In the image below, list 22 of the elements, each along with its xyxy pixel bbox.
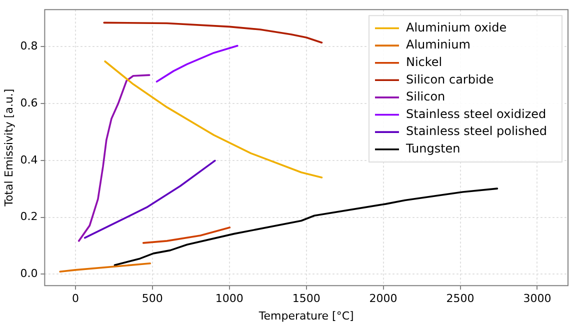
y-axis-title: Total Emissivity [a.u.] bbox=[2, 88, 16, 208]
x-tick-label: 2000 bbox=[369, 292, 398, 306]
legend-label: Silicon carbide bbox=[406, 72, 494, 86]
x-tick-label: 0 bbox=[72, 292, 79, 306]
x-tick-label: 500 bbox=[142, 292, 163, 306]
legend-label: Tungsten bbox=[404, 141, 460, 156]
legend-label: Aluminium oxide bbox=[406, 20, 507, 34]
y-tick-label: 0.6 bbox=[20, 96, 38, 110]
x-tick-label: 1000 bbox=[215, 292, 244, 306]
x-tick-label: 2500 bbox=[446, 292, 474, 306]
x-tick-label: 1500 bbox=[292, 292, 320, 306]
y-tick-label: 0.8 bbox=[20, 39, 38, 52]
legend-label: Nickel bbox=[406, 54, 442, 69]
y-tick-label: 0.0 bbox=[20, 267, 38, 280]
legend-label: Stainless steel oxidized bbox=[406, 106, 546, 121]
legend-label: Stainless steel polished bbox=[406, 124, 548, 138]
x-axis-title: Temperature [°C] bbox=[258, 309, 354, 322]
y-tick-label: 0.4 bbox=[20, 153, 38, 166]
y-tick-label: 0.2 bbox=[20, 210, 38, 224]
x-tick-label: 3000 bbox=[523, 292, 552, 306]
legend-label: Aluminium bbox=[406, 38, 470, 52]
legend-label: Silicon bbox=[406, 90, 446, 104]
